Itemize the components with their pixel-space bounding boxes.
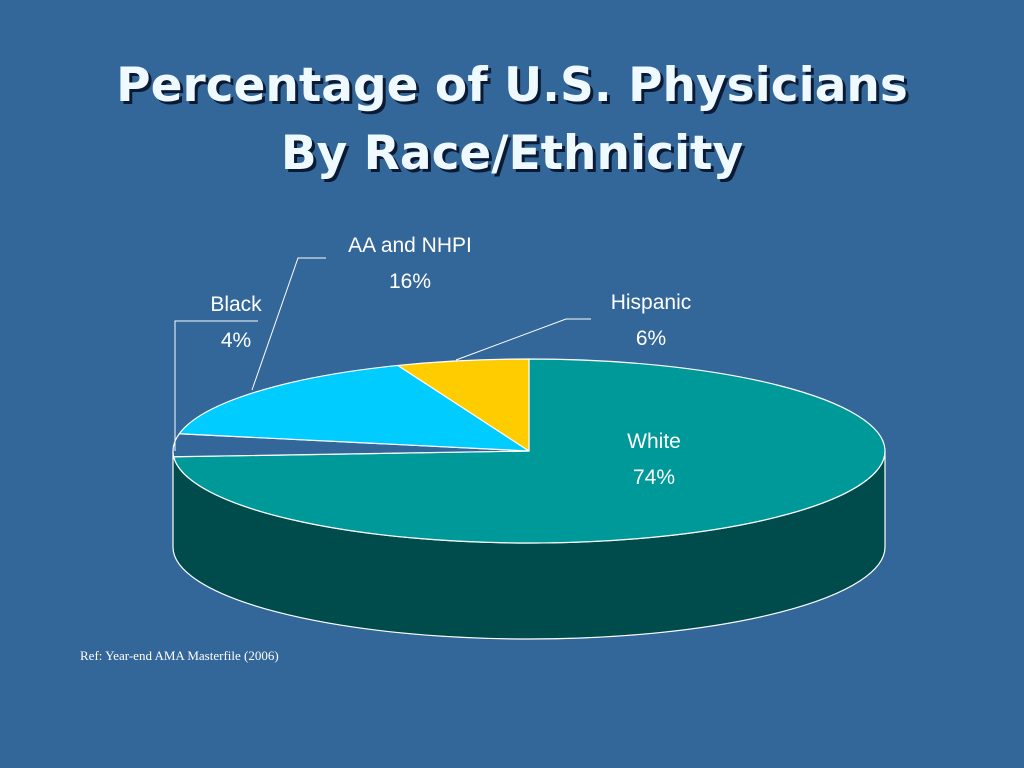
slice-value-black: 4%: [221, 329, 251, 352]
slice-value-aa-and-nhpi: 16%: [389, 270, 431, 293]
reference-note: Ref: Year-end AMA Masterfile (2006): [80, 648, 279, 663]
slice-label-aa-and-nhpi: AA and NHPI: [348, 234, 472, 257]
slice-value-hispanic: 6%: [636, 327, 666, 350]
leader-line-hispanic: [455, 318, 591, 361]
slice-value-white: 74%: [633, 466, 675, 489]
slice-label-layer: White 74% Black 4% AA and NHPI 16% Hispanic 6%: [210, 234, 691, 489]
slide-title: Percentage of U.S. Physicians By Race/Et…: [0, 52, 1024, 188]
slide-title-line-2: By Race/Ethnicity: [280, 126, 744, 181]
leader-line-black: [174, 320, 258, 451]
leader-line-aa-and-nhpi: [251, 257, 326, 391]
pie-slice-hispanic: [397, 358, 530, 452]
slice-label-white: White: [627, 430, 681, 453]
slice-label-hispanic: Hispanic: [611, 291, 692, 314]
leader-line-layer: [174, 257, 591, 451]
pie-slice-aa-and-nhpi: [178, 364, 530, 452]
slice-label-black: Black: [210, 293, 262, 316]
pie-slice-layer: [172, 358, 886, 544]
slide-title-line-1: Percentage of U.S. Physicians: [116, 58, 908, 113]
